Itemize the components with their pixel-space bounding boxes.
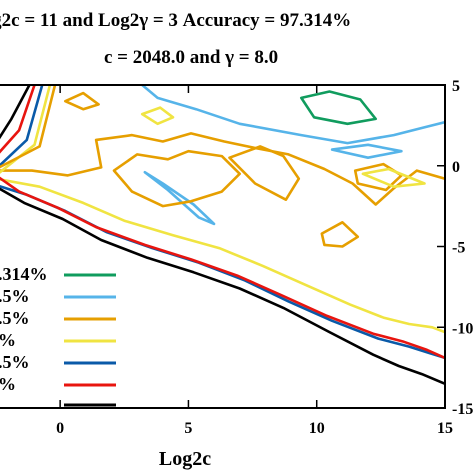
contour-line-12 bbox=[361, 167, 426, 188]
legend-entry-bg bbox=[0, 332, 122, 352]
legend-entry-bg bbox=[0, 376, 122, 396]
legend-entry-bg bbox=[0, 288, 122, 308]
contour-line-5 bbox=[112, 149, 241, 208]
x-axis-label: Log2c bbox=[159, 448, 211, 470]
legend-label: % bbox=[0, 330, 16, 350]
contour-line-9 bbox=[64, 91, 100, 111]
contour-line-17 bbox=[0, 85, 36, 154]
contour-line-1 bbox=[140, 85, 445, 145]
y-tick-label: 5 bbox=[452, 78, 460, 95]
legend-label: .5% bbox=[0, 308, 30, 328]
contour-line-19 bbox=[0, 85, 52, 174]
legend-label: .5% bbox=[0, 286, 30, 306]
contour-line-18 bbox=[0, 85, 44, 168]
contour-line-7 bbox=[320, 221, 360, 248]
contour-line-0 bbox=[299, 90, 378, 126]
x-tick-label: 5 bbox=[184, 420, 192, 437]
contour-line-8 bbox=[353, 162, 403, 192]
y-axis-ticks: 5 0 -5 -10 -15 bbox=[437, 78, 473, 418]
chart-title-line2: c = 2048.0 and γ = 8.0 bbox=[104, 47, 278, 68]
contour-line-16 bbox=[0, 85, 31, 140]
y-tick-label: -15 bbox=[452, 401, 473, 418]
legend-entry-bg bbox=[0, 354, 122, 374]
contour-line-10 bbox=[0, 178, 445, 334]
y-tick-label: -10 bbox=[452, 320, 473, 337]
x-tick-label: 10 bbox=[309, 420, 325, 437]
contour-line-14 bbox=[0, 176, 445, 360]
chart-title-line1: Log2c = 11 and Log2γ = 3 Accuracy = 97.3… bbox=[0, 10, 351, 31]
contour-lines bbox=[0, 85, 445, 386]
legend-label: .314% bbox=[0, 264, 48, 284]
contour-line-2 bbox=[143, 170, 216, 226]
y-tick-label: 0 bbox=[452, 159, 460, 176]
contour-line-11 bbox=[140, 106, 175, 126]
x-tick-label: 0 bbox=[56, 420, 64, 437]
contour-line-4 bbox=[0, 132, 445, 206]
x-tick-label: 15 bbox=[437, 420, 453, 437]
contour-line-20 bbox=[0, 85, 57, 169]
legend: .314%.5%.5%%.5%% bbox=[0, 264, 122, 408]
contour-line-3 bbox=[330, 143, 403, 159]
y-tick-label: -5 bbox=[452, 240, 465, 257]
contour-line-6 bbox=[228, 145, 301, 201]
legend-entry-bg bbox=[0, 266, 122, 286]
legend-label: % bbox=[0, 374, 16, 394]
x-axis-ticks: 0 5 10 15 bbox=[56, 85, 453, 437]
legend-label: .5% bbox=[0, 352, 30, 372]
contour-line-15 bbox=[0, 187, 445, 386]
legend-entry-bg bbox=[0, 310, 122, 330]
legend-entry-bg bbox=[0, 398, 122, 408]
